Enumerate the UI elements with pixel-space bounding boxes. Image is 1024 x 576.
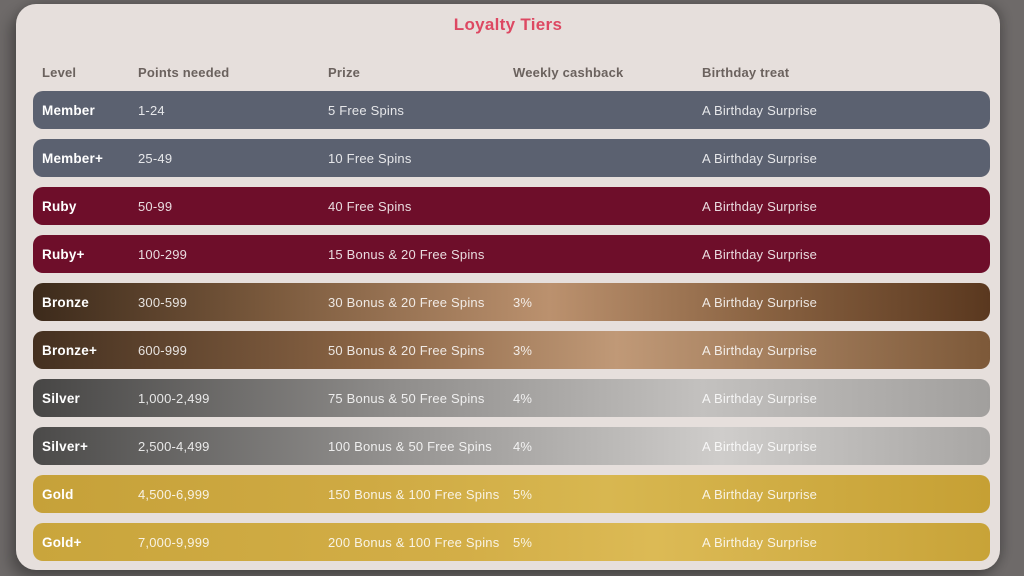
tier-points-value: 25-49 [138,150,173,166]
tier-cashback-value: 4% [513,390,533,406]
tier-birthday-value: A Birthday Surprise [702,150,818,166]
tier-level-label: Member [42,102,95,118]
tier-birthday-value: A Birthday Surprise [702,102,818,118]
tier-cashback-value: 3% [513,342,533,358]
tier-row: Member 1-24 5 Free Spins A Birthday Surp… [33,91,990,129]
tier-level-label: Bronze [42,294,89,310]
column-header-level: Level [42,64,77,80]
column-header-cashback: Weekly cashback [513,64,624,80]
tier-cashback-value: 5% [513,486,533,502]
tier-level-label: Gold [42,486,74,502]
tier-birthday-value: A Birthday Surprise [702,342,818,358]
tier-row: Gold 4,500-6,999 150 Bonus & 100 Free Sp… [33,475,990,513]
column-header-birthday: Birthday treat [702,64,790,80]
tier-birthday-value: A Birthday Surprise [702,486,818,502]
tier-prize-value: 50 Bonus & 20 Free Spins [328,342,485,358]
tier-level-label: Ruby [42,198,77,214]
tier-birthday-value: A Birthday Surprise [702,390,818,406]
tier-row: Member+ 25-49 10 Free Spins A Birthday S… [33,139,990,177]
tier-birthday-value: A Birthday Surprise [702,294,818,310]
tier-cashback-value: 3% [513,294,533,310]
tier-birthday-value: A Birthday Surprise [702,534,818,550]
tier-points-value: 300-599 [138,294,188,310]
tier-birthday-value: A Birthday Surprise [702,246,818,262]
tier-rows: Member 1-24 5 Free Spins A Birthday Surp… [33,91,990,571]
tier-level-label: Member+ [42,150,104,166]
tier-birthday-value: A Birthday Surprise [702,438,818,454]
tier-points-value: 600-999 [138,342,188,358]
tier-prize-value: 15 Bonus & 20 Free Spins [328,246,485,262]
tier-prize-value: 150 Bonus & 100 Free Spins [328,486,500,502]
tier-prize-value: 200 Bonus & 100 Free Spins [328,534,500,550]
tier-prize-value: 10 Free Spins [328,150,412,166]
tier-prize-value: 40 Free Spins [328,198,412,214]
tier-level-label: Ruby+ [42,246,85,262]
column-header-prize: Prize [328,64,361,80]
tier-level-label: Gold+ [42,534,82,550]
tier-points-value: 2,500-4,499 [138,438,210,454]
tier-points-value: 7,000-9,999 [138,534,210,550]
tier-prize-value: 5 Free Spins [328,102,405,118]
tier-row: Silver+ 2,500-4,499 100 Bonus & 50 Free … [33,427,990,465]
loyalty-tiers-panel: Loyalty Tiers Level Points needed Prize … [16,4,1000,570]
tier-row: Gold+ 7,000-9,999 200 Bonus & 100 Free S… [33,523,990,561]
column-header-points: Points needed [138,64,230,80]
tier-prize-value: 100 Bonus & 50 Free Spins [328,438,492,454]
tier-points-value: 1,000-2,499 [138,390,210,406]
tier-row: Ruby 50-99 40 Free Spins A Birthday Surp… [33,187,990,225]
table-header: Level Points needed Prize Weekly cashbac… [33,61,990,83]
tier-row: Bronze+ 600-999 50 Bonus & 20 Free Spins… [33,331,990,369]
tier-prize-value: 30 Bonus & 20 Free Spins [328,294,485,310]
tier-points-value: 1-24 [138,102,165,118]
tier-cashback-value: 4% [513,438,533,454]
tier-level-label: Silver+ [42,438,89,454]
tier-birthday-value: A Birthday Surprise [702,198,818,214]
tier-row: Silver 1,000-2,499 75 Bonus & 50 Free Sp… [33,379,990,417]
tier-points-value: 50-99 [138,198,173,214]
tier-prize-value: 75 Bonus & 50 Free Spins [328,390,485,406]
tier-cashback-value: 5% [513,534,533,550]
tier-row: Ruby+ 100-299 15 Bonus & 20 Free Spins A… [33,235,990,273]
tier-points-value: 100-299 [138,246,188,262]
tier-level-label: Silver [42,390,80,406]
tier-level-label: Bronze+ [42,342,98,358]
tier-row: Bronze 300-599 30 Bonus & 20 Free Spins … [33,283,990,321]
tier-points-value: 4,500-6,999 [138,486,210,502]
page-title: Loyalty Tiers [453,15,563,34]
